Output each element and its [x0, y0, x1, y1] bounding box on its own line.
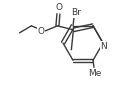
Text: Me: Me — [88, 69, 102, 78]
Text: Br: Br — [71, 8, 81, 17]
Text: O: O — [56, 3, 63, 12]
Text: N: N — [100, 41, 107, 50]
Text: O: O — [38, 27, 45, 36]
